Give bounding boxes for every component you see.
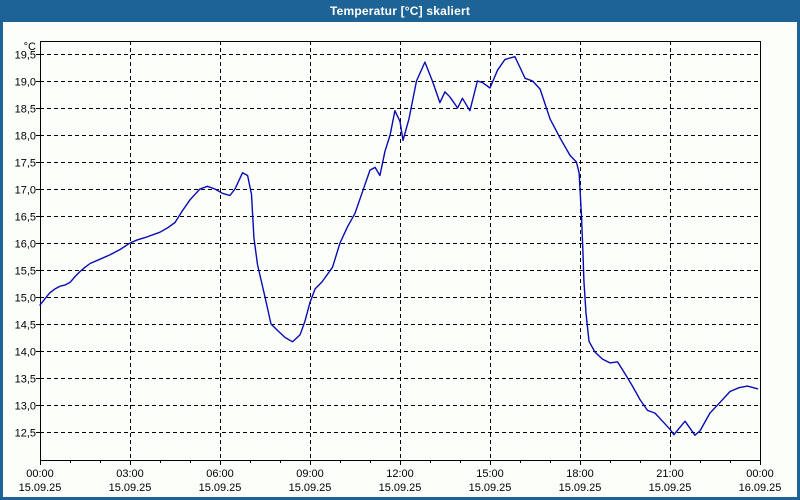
y-tick-label: 17,5 — [15, 158, 36, 170]
y-tick-label: 14,0 — [15, 347, 36, 359]
x-tick-label-date: 15.09.25 — [109, 482, 152, 494]
y-tick-label: 13,5 — [15, 374, 36, 386]
x-tick-label-date: 15.09.25 — [199, 482, 242, 494]
y-tick-label: 19,5 — [15, 50, 36, 62]
temperature-curve — [39, 56, 759, 436]
y-tick-label: 16,5 — [15, 212, 36, 224]
y-tick-label: 18,0 — [15, 131, 36, 143]
x-tick-label-date: 15.09.25 — [559, 482, 602, 494]
y-axis-unit-label: °C — [24, 41, 36, 53]
x-tick-label-time: 18:00 — [566, 468, 594, 480]
y-tick-label: 16,0 — [15, 239, 36, 251]
x-tick-label-time: 12:00 — [386, 468, 414, 480]
x-tick-label-date: 16.09.25 — [739, 482, 782, 494]
x-tick-label-date: 15.09.25 — [379, 482, 422, 494]
x-tick-label-date: 15.09.25 — [19, 482, 62, 494]
window-title: Temperatur [°C] skaliert — [329, 4, 471, 18]
x-tick-label-date: 15.09.25 — [649, 482, 692, 494]
y-tick-label: 19,0 — [15, 77, 36, 89]
x-tick-label-time: 09:00 — [296, 468, 324, 480]
x-tick-label-time: 21:00 — [656, 468, 684, 480]
y-tick-label: 14,5 — [15, 320, 36, 332]
x-tick-label-time: 06:00 — [206, 468, 234, 480]
y-tick-label: 15,5 — [15, 266, 36, 278]
y-tick-label: 15,0 — [15, 293, 36, 305]
y-tick-label: 18,5 — [15, 104, 36, 116]
window-titlebar[interactable]: Temperatur [°C] skaliert — [0, 0, 800, 22]
y-tick-label: 13,0 — [15, 401, 36, 413]
x-tick-label-time: 00:00 — [26, 468, 54, 480]
x-tick-label-time: 15:00 — [476, 468, 504, 480]
y-tick-label: 17,0 — [15, 185, 36, 197]
x-tick-label-date: 15.09.25 — [289, 482, 332, 494]
plot-border — [40, 41, 761, 461]
x-tick-label-date: 15.09.25 — [469, 482, 512, 494]
y-tick-label: 12,5 — [15, 428, 36, 440]
x-tick-label-time: 03:00 — [116, 468, 144, 480]
x-tick-label-time: 00:00 — [746, 468, 774, 480]
